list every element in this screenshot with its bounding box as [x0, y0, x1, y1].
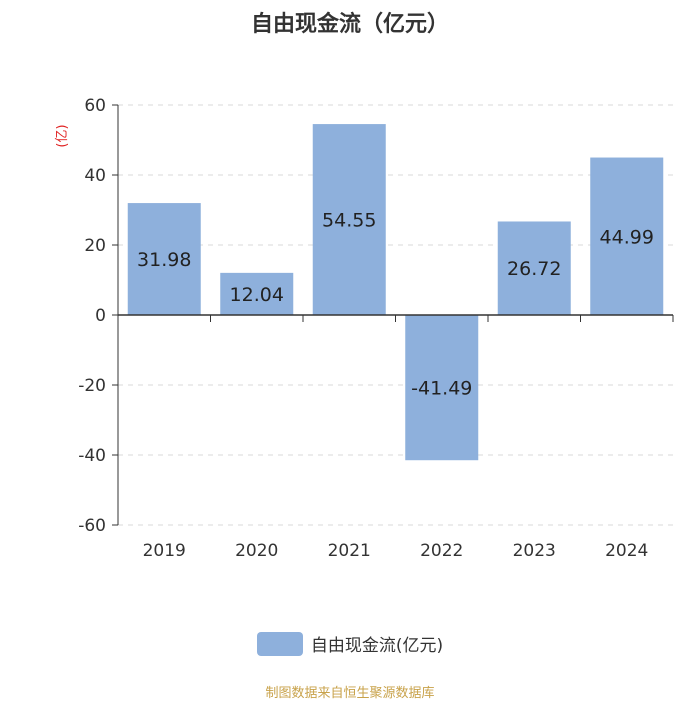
bar-2024[interactable]	[590, 157, 664, 315]
data-label-2024: 44.99	[600, 226, 654, 248]
y-tick-label: 20	[84, 236, 106, 256]
data-label-2023: 26.72	[507, 258, 561, 280]
x-tick-label-2020: 2020	[235, 541, 278, 561]
legend-label: 自由现金流(亿元)	[310, 636, 444, 656]
y-tick-label: -60	[78, 516, 106, 536]
y-tick-label: 0	[95, 306, 106, 326]
y-tick-label: -40	[78, 446, 106, 466]
legend[interactable]: 自由现金流(亿元)	[0, 631, 700, 656]
bars	[127, 124, 664, 461]
data-label-2020: 12.04	[230, 284, 284, 306]
data-label-2019: 31.98	[137, 249, 191, 271]
chart-title: 自由现金流（亿元）	[250, 12, 449, 37]
bar-2023[interactable]	[497, 221, 571, 315]
data-label-2022: -41.49	[411, 378, 472, 400]
axes	[112, 104, 674, 526]
bar-2020[interactable]	[220, 272, 294, 315]
labels: 60 40 20 0 -20 -40 -60 31.98 2019 12.04 2020 54.55 2…	[78, 96, 654, 561]
x-tick-label-2024: 2024	[605, 541, 648, 561]
source-note: 制图数据来自恒生聚源数据库	[265, 686, 435, 701]
legend-swatch	[256, 631, 303, 656]
bar-2019[interactable]	[127, 203, 201, 315]
x-tick-label-2021: 2021	[328, 541, 371, 561]
bar-2021[interactable]	[312, 124, 386, 315]
x-tick-label-2022: 2022	[420, 541, 463, 561]
x-tick-label-2023: 2023	[513, 541, 556, 561]
data-label-2021: 54.55	[322, 210, 376, 232]
grid-lines	[118, 104, 673, 526]
bar-2022[interactable]	[405, 315, 479, 461]
y-axis-title: (亿)	[55, 124, 70, 147]
x-tick-label-2019: 2019	[143, 541, 186, 561]
y-tick-label: -20	[78, 376, 106, 396]
y-tick-label: 60	[84, 96, 106, 116]
y-tick-label: 40	[84, 166, 106, 186]
